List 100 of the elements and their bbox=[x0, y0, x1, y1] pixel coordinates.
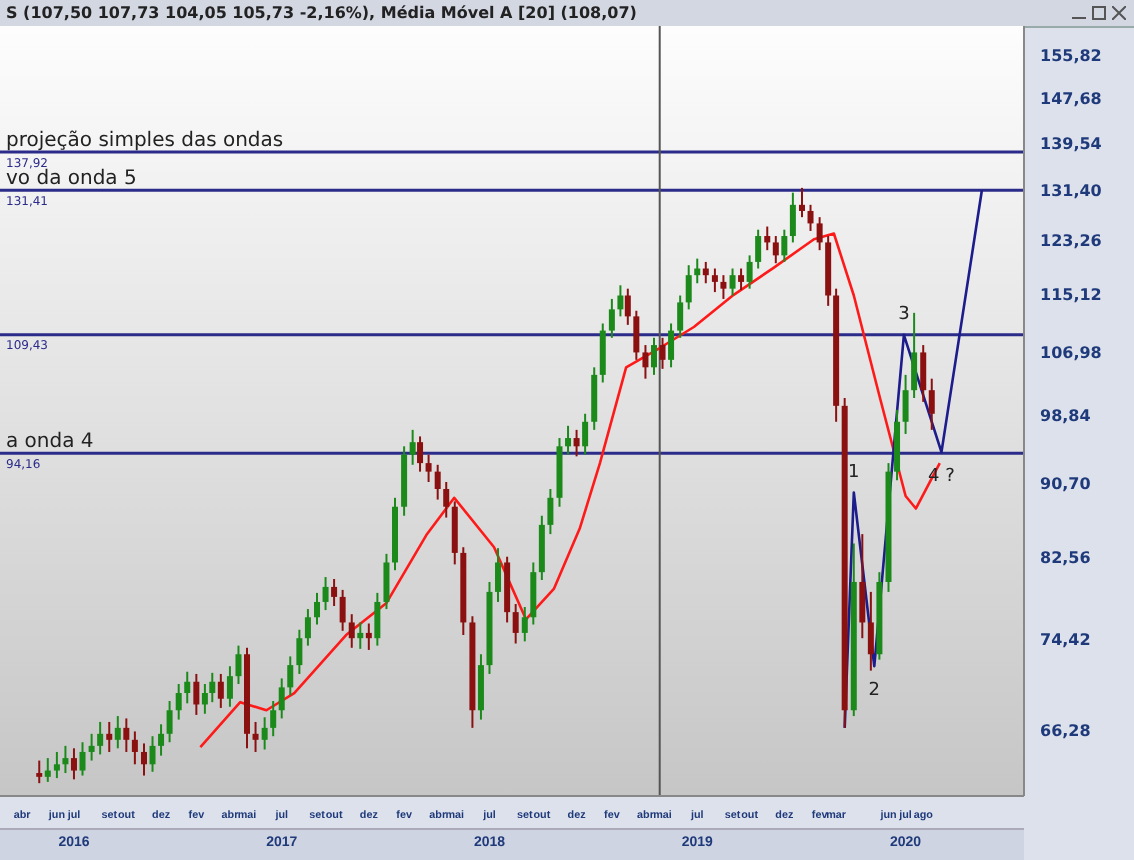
candlestick bbox=[633, 309, 640, 361]
candlestick bbox=[764, 225, 771, 252]
candlestick bbox=[443, 481, 450, 519]
candlestick bbox=[261, 716, 268, 751]
candlestick bbox=[357, 621, 364, 650]
candlestick bbox=[331, 578, 338, 608]
candlestick bbox=[781, 228, 788, 263]
candlestick bbox=[477, 653, 484, 721]
annotation: 2 bbox=[868, 681, 881, 702]
candlestick bbox=[685, 264, 692, 311]
candlestick bbox=[252, 720, 259, 753]
candlestick bbox=[425, 453, 432, 484]
candlestick bbox=[512, 602, 519, 645]
candlestick bbox=[44, 757, 51, 783]
candlestick bbox=[106, 720, 113, 753]
candlestick bbox=[624, 287, 631, 326]
candlestick bbox=[711, 267, 718, 294]
candlestick bbox=[746, 254, 753, 290]
y-tick-label: 155,82 bbox=[1040, 47, 1102, 66]
candlestick bbox=[859, 533, 866, 640]
candlestick bbox=[582, 412, 589, 456]
candlestick bbox=[755, 228, 762, 270]
candlestick bbox=[867, 590, 874, 672]
ref-line-label: vo da onda 5 bbox=[6, 168, 137, 191]
ref-line-label: projeção simples das ondas bbox=[6, 130, 284, 153]
candlestick bbox=[53, 750, 60, 780]
candlestick bbox=[650, 336, 657, 376]
candlestick bbox=[521, 606, 528, 643]
y-tick-label: 106,98 bbox=[1040, 344, 1103, 363]
candlestick bbox=[304, 608, 311, 647]
candlestick bbox=[114, 715, 121, 750]
candlestick bbox=[348, 613, 355, 649]
candlestick bbox=[417, 435, 424, 473]
candlestick bbox=[322, 576, 329, 612]
annotation: 1 bbox=[848, 462, 860, 483]
y-tick-label: 82,56 bbox=[1040, 548, 1092, 567]
candlestick bbox=[911, 311, 918, 399]
candlestick bbox=[702, 260, 709, 285]
y-tick-label: 115,12 bbox=[1040, 286, 1102, 305]
candlestick bbox=[158, 723, 165, 757]
candlestick bbox=[287, 655, 294, 697]
candlestick bbox=[175, 682, 182, 721]
candlestick bbox=[184, 670, 191, 705]
candlestick bbox=[720, 274, 727, 300]
y-tick-label: 74,42 bbox=[1040, 630, 1091, 649]
candlestick bbox=[816, 216, 823, 252]
candlestick bbox=[694, 257, 701, 285]
candlestick bbox=[374, 591, 381, 647]
candlestick bbox=[659, 336, 666, 370]
candlestick bbox=[920, 344, 927, 403]
candlestick bbox=[296, 628, 303, 675]
y-tick-label: 147,68 bbox=[1040, 89, 1103, 108]
candlestick bbox=[772, 235, 779, 265]
candlestick bbox=[608, 297, 615, 339]
candlestick bbox=[668, 322, 675, 369]
candlestick bbox=[88, 732, 95, 762]
candlestick bbox=[217, 672, 224, 709]
y-tick-label: 139,54 bbox=[1040, 134, 1103, 153]
candlestick bbox=[270, 700, 277, 738]
candlestick bbox=[140, 742, 147, 777]
chart-title: S (107,50 107,73 104,05 105,73 -2,16%), Média Móvel A [20] (108,07) bbox=[6, 4, 637, 22]
candlestick bbox=[495, 547, 502, 603]
candlestick bbox=[79, 741, 86, 777]
candlestick bbox=[193, 672, 200, 716]
candlestick bbox=[573, 428, 580, 458]
candlestick bbox=[235, 644, 242, 685]
candlestick bbox=[738, 267, 745, 292]
candlestick bbox=[62, 744, 69, 775]
candlestick bbox=[451, 500, 458, 566]
candlestick bbox=[278, 677, 285, 720]
candlestick bbox=[798, 186, 805, 219]
candlestick bbox=[642, 344, 649, 380]
candlestick bbox=[617, 284, 624, 318]
candlestick bbox=[677, 294, 684, 339]
candlestick bbox=[409, 428, 416, 466]
candlestick bbox=[383, 552, 390, 611]
candlestick bbox=[538, 514, 545, 581]
candlestick bbox=[547, 487, 554, 536]
candlestick bbox=[36, 759, 43, 785]
candlestick bbox=[131, 730, 138, 766]
candlestick bbox=[928, 377, 935, 431]
candlestick bbox=[729, 267, 736, 297]
line-series bbox=[199, 232, 942, 749]
candlestick bbox=[365, 622, 372, 651]
candlestick bbox=[339, 588, 346, 632]
candlestick bbox=[70, 747, 77, 781]
candlestick bbox=[123, 717, 130, 753]
y-tick-label: 66,28 bbox=[1040, 722, 1092, 741]
candlestick bbox=[166, 700, 173, 744]
candlestick bbox=[530, 561, 537, 626]
candlestick bbox=[97, 720, 104, 756]
y-tick-label: 123,26 bbox=[1040, 232, 1103, 251]
candlestick bbox=[565, 424, 572, 456]
annotation: 3 bbox=[898, 304, 910, 325]
y-tick-label: 90,70 bbox=[1040, 474, 1092, 493]
candlestick bbox=[902, 373, 909, 435]
candlestick bbox=[314, 591, 321, 626]
candlestick bbox=[807, 203, 814, 232]
candlestick bbox=[434, 463, 441, 501]
candlestick bbox=[149, 735, 156, 773]
